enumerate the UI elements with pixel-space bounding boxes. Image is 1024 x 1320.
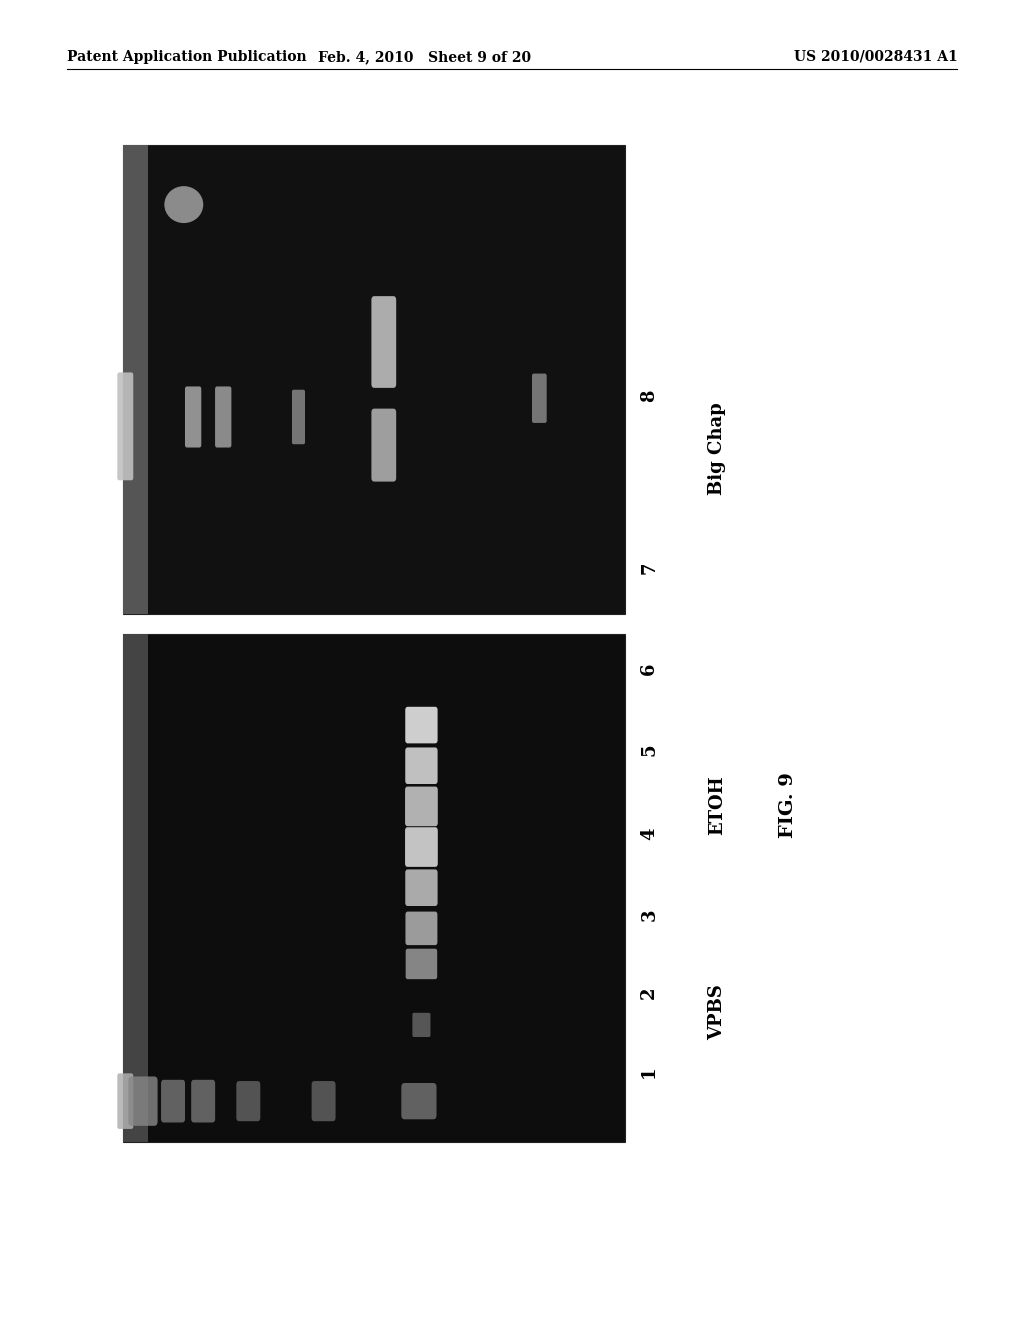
Bar: [123, 634, 625, 1142]
Text: 1: 1: [640, 1065, 658, 1078]
FancyBboxPatch shape: [406, 787, 438, 826]
Bar: [123, 145, 625, 614]
FancyBboxPatch shape: [292, 389, 305, 445]
FancyBboxPatch shape: [118, 372, 133, 480]
FancyBboxPatch shape: [185, 387, 202, 447]
Text: VPBS: VPBS: [708, 985, 726, 1040]
FancyBboxPatch shape: [161, 1080, 185, 1122]
Ellipse shape: [164, 186, 203, 223]
Text: 3: 3: [640, 908, 658, 921]
FancyBboxPatch shape: [401, 1082, 436, 1119]
FancyBboxPatch shape: [118, 1073, 133, 1129]
FancyBboxPatch shape: [406, 949, 437, 979]
FancyBboxPatch shape: [406, 706, 437, 743]
Text: Big Chap: Big Chap: [708, 403, 726, 495]
FancyBboxPatch shape: [413, 1012, 430, 1038]
Text: 5: 5: [640, 743, 658, 756]
Text: Patent Application Publication: Patent Application Publication: [67, 50, 306, 63]
Text: FIG. 9: FIG. 9: [779, 772, 798, 838]
FancyBboxPatch shape: [311, 1081, 336, 1121]
FancyBboxPatch shape: [532, 374, 547, 422]
Text: 7: 7: [640, 561, 658, 574]
FancyBboxPatch shape: [406, 912, 437, 945]
FancyBboxPatch shape: [372, 296, 396, 388]
FancyBboxPatch shape: [406, 828, 438, 867]
FancyBboxPatch shape: [406, 870, 437, 906]
Text: US 2010/0028431 A1: US 2010/0028431 A1: [794, 50, 957, 63]
FancyBboxPatch shape: [372, 409, 396, 482]
FancyBboxPatch shape: [237, 1081, 260, 1121]
FancyBboxPatch shape: [215, 387, 231, 447]
FancyBboxPatch shape: [128, 1077, 158, 1126]
Text: ETOH: ETOH: [708, 775, 726, 836]
Text: 6: 6: [640, 663, 658, 676]
Bar: [123, 634, 147, 1142]
Text: 2: 2: [640, 986, 658, 999]
Text: 8: 8: [640, 389, 658, 403]
FancyBboxPatch shape: [406, 747, 437, 784]
Bar: [123, 145, 147, 614]
Text: Feb. 4, 2010   Sheet 9 of 20: Feb. 4, 2010 Sheet 9 of 20: [318, 50, 531, 63]
Text: 4: 4: [640, 828, 658, 841]
FancyBboxPatch shape: [191, 1080, 215, 1122]
